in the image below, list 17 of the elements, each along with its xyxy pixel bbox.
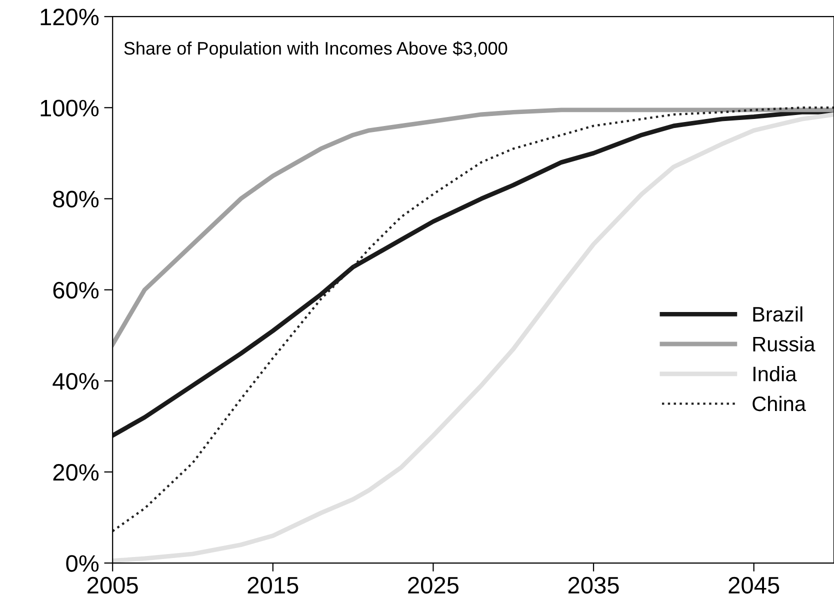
- x-tick-label: 2035: [568, 576, 619, 594]
- x-tick-label: 2005: [88, 576, 138, 594]
- legend-label: China: [752, 396, 806, 412]
- y-tick-label: 20%: [53, 464, 99, 481]
- y-tick-label: 120%: [40, 8, 99, 26]
- x-tick-label: 2045: [728, 576, 780, 594]
- y-tick-label: 0%: [66, 555, 99, 572]
- legend-label: India: [753, 366, 797, 382]
- y-tick-label: 40%: [52, 372, 99, 390]
- legend-label: Russia: [753, 336, 816, 352]
- y-tick-label: 100%: [40, 100, 99, 116]
- text: Share of Population with Incomes Above $3,000: [124, 41, 508, 58]
- y-tick-label: 60%: [53, 282, 99, 299]
- x-tick-label: 2015: [248, 576, 298, 594]
- y-tick-label: 80%: [53, 190, 99, 208]
- x-tick-label: 2025: [408, 576, 458, 594]
- legend-label: Brazil: [753, 306, 802, 322]
